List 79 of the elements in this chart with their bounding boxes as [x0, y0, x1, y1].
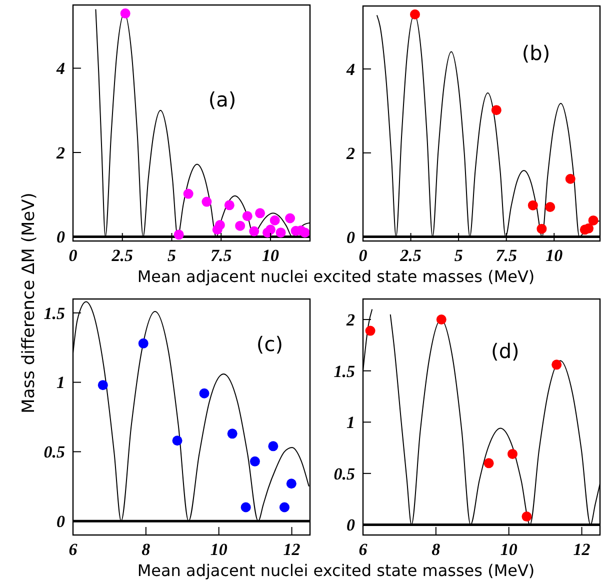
- y-tick-label: 0: [56, 228, 66, 247]
- y-tick-label: 4: [346, 60, 355, 79]
- x-tick-label: 10: [262, 246, 280, 265]
- point: [365, 326, 376, 336]
- x-tick-label: 6: [68, 540, 78, 559]
- point: [120, 8, 130, 18]
- x-tick-label: 2.5: [399, 246, 422, 265]
- point: [268, 441, 278, 452]
- x-tick-label: 10: [500, 540, 518, 559]
- y-tick-label: 1.5: [334, 362, 356, 381]
- point: [300, 228, 310, 238]
- y-tick-label: 0: [346, 228, 356, 247]
- point: [199, 388, 210, 398]
- x-tick-label: 5: [454, 246, 464, 265]
- point: [98, 380, 108, 390]
- point: [255, 208, 266, 218]
- x-tick-label: 2.5: [110, 246, 134, 265]
- y-tick-label: 1: [346, 413, 355, 432]
- annotation: (b): [522, 41, 550, 65]
- y-tick-label: 2: [56, 143, 66, 162]
- point: [242, 211, 252, 222]
- point: [565, 174, 576, 184]
- point: [507, 448, 518, 459]
- annotation: (a): [208, 87, 236, 112]
- y-tick-label: 2: [346, 144, 356, 163]
- point: [584, 223, 594, 234]
- point: [227, 428, 238, 439]
- x-tick-label: 10: [546, 246, 564, 265]
- x-tick-label: 12: [573, 540, 591, 559]
- y-tick-label: 0: [56, 512, 66, 532]
- y-tick-label: 4: [56, 59, 65, 78]
- x-tick-label: 6: [358, 540, 368, 559]
- y-tick-label: 2: [346, 310, 356, 330]
- point: [286, 478, 296, 489]
- point: [536, 224, 547, 234]
- x-tick-label: 7.5: [210, 246, 232, 265]
- x-axis-title: Mean adjacent nuclei excited state masses (MeV): [137, 267, 535, 286]
- point: [522, 512, 532, 522]
- point: [235, 220, 246, 231]
- point: [266, 224, 276, 235]
- point: [528, 200, 538, 210]
- x-tick-label: 8: [432, 540, 441, 559]
- point: [250, 456, 260, 466]
- x-tick-label: 12: [283, 540, 301, 559]
- annotation: (d): [491, 338, 520, 363]
- annotation: (c): [256, 332, 284, 356]
- x-tick-label: 7.5: [496, 246, 518, 265]
- point: [588, 215, 598, 226]
- point: [552, 360, 562, 370]
- point: [249, 226, 260, 236]
- point: [172, 436, 182, 446]
- point: [214, 220, 225, 230]
- x-tick-label: 5: [168, 246, 176, 265]
- y-tick-label: 0.5: [44, 442, 66, 462]
- y-tick-label: 0: [346, 516, 356, 535]
- y-tick-label: 1: [56, 373, 65, 392]
- y-axis-title: Mass difference ΔM (MeV): [19, 192, 39, 414]
- point: [436, 314, 446, 325]
- x-axis-title: Mean adjacent nuclei excited state masses (MeV): [137, 561, 535, 580]
- point: [279, 502, 290, 512]
- point: [224, 200, 234, 210]
- point: [484, 458, 494, 468]
- y-tick-label: 1.5: [44, 304, 66, 323]
- x-tick-label: 8: [142, 540, 151, 559]
- point: [270, 215, 280, 226]
- x-tick-label: 10: [210, 540, 228, 559]
- point: [285, 213, 296, 224]
- point: [174, 230, 184, 240]
- point: [491, 105, 502, 116]
- point: [202, 196, 212, 207]
- point: [545, 202, 556, 212]
- point: [138, 338, 148, 348]
- point: [410, 9, 420, 20]
- point: [183, 188, 194, 199]
- point: [240, 502, 251, 512]
- x-tick-label: 0: [358, 246, 368, 265]
- y-tick-label: 0.5: [334, 464, 356, 484]
- x-tick-label: 0: [68, 246, 78, 265]
- point: [276, 228, 286, 238]
